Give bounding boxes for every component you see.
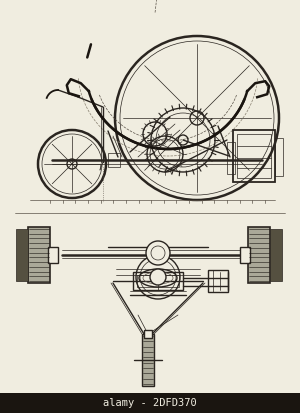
Bar (275, 138, 283, 176)
Bar (142, 334, 154, 386)
Bar (227, 142, 235, 174)
Bar (208, 270, 228, 292)
Bar (233, 130, 275, 182)
Bar (144, 330, 152, 338)
Circle shape (146, 241, 170, 265)
Bar (0, 393, 300, 413)
Bar (137, 275, 179, 287)
Bar (16, 229, 28, 281)
Bar (28, 227, 50, 283)
Bar (248, 227, 270, 283)
Bar (28, 227, 50, 283)
Bar (108, 153, 120, 167)
Text: alamy - 2DFD370: alamy - 2DFD370 (103, 398, 197, 408)
Circle shape (150, 269, 166, 285)
Bar (142, 334, 154, 386)
Bar (248, 227, 270, 283)
Bar (133, 272, 183, 290)
Bar (237, 134, 271, 178)
Bar (48, 247, 58, 263)
Bar (270, 229, 282, 281)
Bar (240, 247, 250, 263)
